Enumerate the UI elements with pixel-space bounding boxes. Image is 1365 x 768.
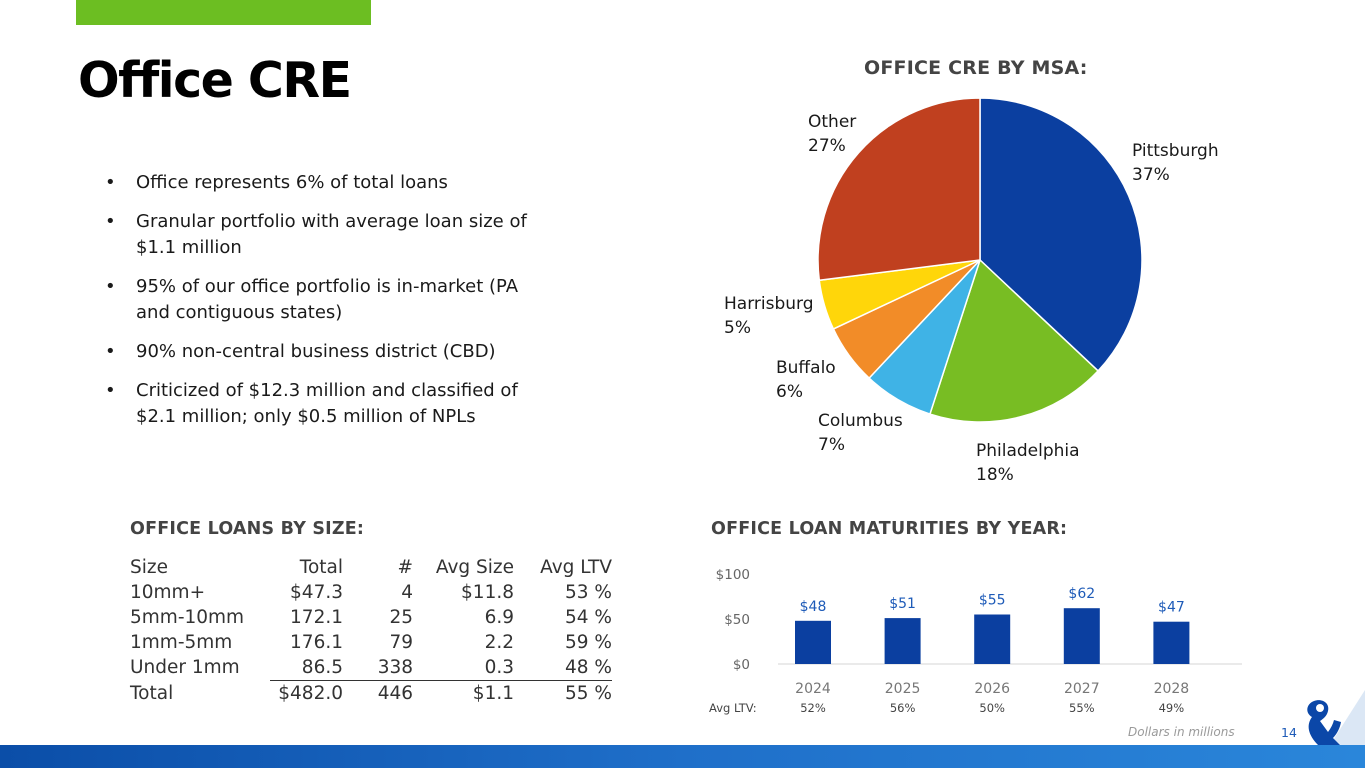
x-tick-label: 2025 <box>885 681 921 697</box>
pie-label-pittsburgh: Pittsburgh <box>1132 141 1219 161</box>
table-cell: 5mm-10mm <box>130 607 245 628</box>
pie-value-label: 6% <box>776 382 803 402</box>
pie-slice-pittsburgh <box>979 97 1143 372</box>
bar-2028 <box>1153 621 1190 664</box>
table-total-row: Total $482.0 446 $1.1 55 % <box>130 680 612 706</box>
bullet-item: Criticized of $12.3 million and classifi… <box>105 378 545 430</box>
table-cell: 1mm-5mm <box>130 632 233 653</box>
table-cell: 338 <box>377 657 413 678</box>
table-cell: $11.8 <box>461 582 514 603</box>
pie-label-other: Other <box>808 112 856 132</box>
bar-2024 <box>795 620 831 664</box>
bar-2025 <box>884 618 921 664</box>
bullet-list: Office represents 6% of total loans Gran… <box>105 170 545 443</box>
table-row: Under 1mm 86.5 338 0.3 48 % <box>130 655 612 681</box>
bullet-item: Office represents 6% of total loans <box>105 170 545 196</box>
pie-slice-other <box>817 97 981 282</box>
y-tick-label: $50 <box>724 612 750 628</box>
pie-value-label: 7% <box>818 435 845 455</box>
table-cell: 55 % <box>514 680 612 706</box>
avg-ltv-value: 49% <box>1159 701 1185 715</box>
table-row: 1mm-5mm 176.1 79 2.2 59 % <box>130 630 612 655</box>
table-cell: $47.3 <box>290 582 343 603</box>
bar-value-label: $51 <box>889 596 916 612</box>
avg-ltv-value: 56% <box>890 701 916 715</box>
bullet-item: 90% non-central business district (CBD) <box>105 339 545 365</box>
bar-value-label: $47 <box>1158 600 1185 616</box>
x-tick-label: 2024 <box>795 681 831 697</box>
pie-chart-title: OFFICE CRE BY MSA: <box>864 57 1088 79</box>
loans-by-size-table: Size Total # Avg Size Avg LTV 10mm+ $47.… <box>130 555 612 706</box>
table-cell: 48 % <box>565 657 612 678</box>
table-cell: 2.2 <box>484 632 514 653</box>
pie-value-label: 37% <box>1132 165 1170 185</box>
msa-pie-chart: Pittsburgh 37% Philadelphia 18% Columbus 7% Bu… <box>724 97 1219 485</box>
y-tick-label: $0 <box>733 657 750 673</box>
avg-ltv-label: Avg LTV: <box>709 701 757 715</box>
loan-size-title: OFFICE LOANS BY SIZE: <box>130 519 365 539</box>
table-cell: 10mm+ <box>130 582 206 603</box>
table-cell: Under 1mm <box>130 657 240 679</box>
table-cell: 446 <box>343 680 413 706</box>
x-tick-label: 2026 <box>974 681 1010 697</box>
pie-label-philadelphia: Philadelphia <box>976 441 1080 461</box>
table-row: 10mm+ $47.3 4 $11.8 53 % <box>130 580 612 605</box>
ampersand-logo-icon <box>1307 690 1365 745</box>
pie-value-label: 18% <box>976 465 1014 485</box>
pie-label-columbus: Columbus <box>818 411 903 431</box>
table-cell: 6.9 <box>484 607 514 628</box>
maturity-chart-title: OFFICE LOAN MATURITIES BY YEAR: <box>711 519 1068 539</box>
pie-label-buffalo: Buffalo <box>776 358 836 378</box>
pie-value-label: 27% <box>808 136 846 156</box>
table-cell: 176.1 <box>290 632 343 653</box>
bullet-item: 95% of our office portfolio is in-market… <box>105 274 545 326</box>
x-tick-label: 2027 <box>1064 681 1100 697</box>
x-tick-label: 2028 <box>1154 681 1190 697</box>
accent-bar <box>76 0 371 25</box>
table-cell: $482.0 <box>270 680 343 706</box>
maturity-bar-chart: $0 $50 $100 $48 2024 52% $51 2025 56% $55 2026 50% $… <box>709 567 1242 715</box>
column-header: Size <box>130 557 168 578</box>
table-cell: 0.3 <box>484 657 514 678</box>
table-cell: 59 % <box>565 632 612 653</box>
bullet-item: Granular portfolio with average loan siz… <box>105 209 545 261</box>
bar-value-label: $62 <box>1068 586 1095 602</box>
bar-2026 <box>974 614 1011 664</box>
bottom-brand-band <box>0 745 1365 768</box>
table-cell: 25 <box>389 607 413 628</box>
pie-slice-philadelphia <box>928 258 1100 423</box>
avg-ltv-value: 55% <box>1069 701 1095 715</box>
column-header: Total <box>299 557 343 578</box>
table-cell: 53 % <box>565 582 612 603</box>
column-header: Avg Size <box>435 557 514 578</box>
table-cell: 54 % <box>565 607 612 628</box>
table-cell: 4 <box>401 582 413 603</box>
table-cell: 86.5 <box>301 657 343 678</box>
table-cell: $1.1 <box>413 680 514 706</box>
footnote: Dollars in millions <box>1128 725 1235 739</box>
pie-label-harrisburg: Harrisburg <box>724 294 814 314</box>
table-header-row: Size Total # Avg Size Avg LTV <box>130 555 612 580</box>
pie-value-label: 5% <box>724 318 751 338</box>
avg-ltv-value: 52% <box>800 701 826 715</box>
column-header: Avg LTV <box>540 557 612 578</box>
bar-value-label: $48 <box>800 599 827 615</box>
column-header: # <box>397 557 413 578</box>
bar-2027 <box>1063 608 1100 664</box>
bar-value-label: $55 <box>979 593 1006 609</box>
table-row: 5mm-10mm 172.1 25 6.9 54 % <box>130 605 612 630</box>
page-number: 14 <box>1281 725 1297 740</box>
avg-ltv-value: 50% <box>979 701 1005 715</box>
table-cell: 172.1 <box>290 607 343 628</box>
y-tick-label: $100 <box>716 567 750 583</box>
table-cell: 79 <box>389 632 413 653</box>
table-cell: Total <box>130 682 174 704</box>
page-title: Office CRE <box>78 52 352 109</box>
